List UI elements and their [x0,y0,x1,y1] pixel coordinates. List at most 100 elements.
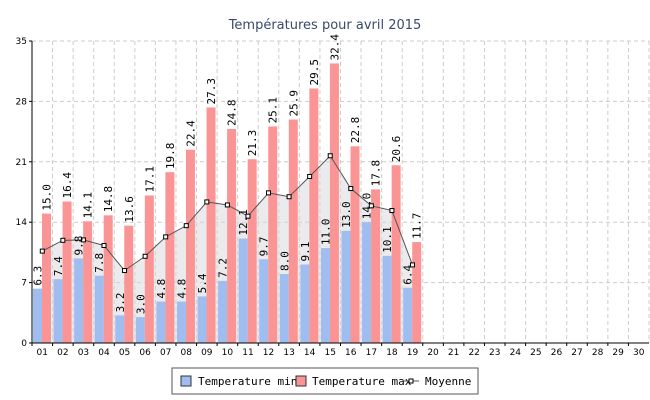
bar-min [320,248,330,343]
label-max: 29.5 [308,59,321,86]
bar-max [124,225,134,343]
x-tick-label: 02 [57,348,68,358]
label-max: 24.8 [226,100,239,127]
legend-label-min: Temperature min [198,375,297,388]
bar-max [206,107,216,343]
moyenne-point [224,202,230,208]
bar-max [227,129,237,343]
x-tick-label: 28 [592,348,604,358]
moyenne-point [307,173,313,179]
bar-max [62,201,72,343]
y-tick-label: 35 [16,37,27,47]
bar-max [144,195,154,343]
label-max: 32.4 [328,34,341,61]
legend-label-max: Temperature max [312,375,412,388]
bar-max [329,63,339,343]
bar-min [115,315,125,343]
x-tick-label: 22 [468,348,479,358]
label-min: 11.0 [319,219,332,246]
moyenne-point [80,237,86,243]
moyenne-point [122,268,128,274]
bar-max [247,159,257,343]
label-min: 3.2 [114,293,127,313]
label-max: 16.4 [61,172,74,199]
x-tick-label: 16 [345,348,357,358]
bar-max [103,215,113,343]
bar-max [412,242,422,343]
label-min: 6.3 [32,266,45,286]
label-max: 14.8 [102,186,115,213]
label-max: 13.6 [123,196,136,223]
moyenne-point [409,262,415,268]
x-tick-label: 10 [222,348,234,358]
moyenne-point [245,213,251,219]
bar-max [185,149,195,343]
y-tick-label: 28 [16,97,28,107]
label-max: 22.4 [184,120,197,147]
x-tick-label: 24 [510,348,522,358]
bar-max [83,221,93,343]
x-tick-label: 05 [119,348,130,358]
label-max: 11.7 [411,213,424,240]
x-tick-label: 12 [263,348,274,358]
bar-min [382,255,392,343]
label-min: 7.8 [93,253,106,273]
x-tick-label: 21 [448,348,459,358]
label-max: 27.3 [205,78,218,105]
bar-min [259,259,269,343]
label-min: 12.1 [237,209,250,236]
bar-min [74,258,84,343]
label-min: 6.4 [402,265,415,285]
moyenne-point [368,203,374,209]
bar-max [288,119,298,344]
x-tick-label: 26 [551,348,563,358]
x-tick-label: 03 [78,348,89,358]
bar-min [403,287,413,343]
moyenne-point [266,190,272,196]
bar-max [309,88,319,343]
label-min: 9.8 [73,236,86,256]
moyenne-point [60,237,66,243]
label-min: 4.8 [175,279,188,299]
x-tick-label: 27 [571,348,582,358]
label-min: 5.4 [196,273,209,293]
bar-max [268,126,278,344]
x-tick-label: 19 [407,348,419,358]
moyenne-point [327,153,333,159]
bar-min [156,301,166,343]
x-tick-label: 11 [242,348,253,358]
bar-min [218,280,228,343]
bar-min [33,288,42,343]
x-tick-label: 25 [530,348,541,358]
bar-min [176,301,186,343]
bar-min [53,279,63,343]
label-min: 14.0 [361,193,374,220]
label-min: 4.8 [155,279,168,299]
moyenne-point [389,208,395,214]
bar-min [238,238,248,343]
x-tick-label: 08 [181,348,193,358]
y-tick-label: 14 [16,218,28,228]
bar-min [300,264,310,343]
label-max: 21.3 [246,130,259,157]
x-tick-label: 04 [98,348,110,358]
y-tick-label: 7 [21,279,27,289]
x-tick-label: 17 [366,348,377,358]
chart-title: Températures pour avril 2015 [228,18,422,33]
label-max: 15.0 [41,184,54,211]
moyenne-point [286,194,292,200]
bar-min [135,317,145,343]
label-min: 13.0 [340,201,353,228]
bar-min [197,296,207,343]
label-min: 8.0 [278,251,291,271]
x-tick-label: 20 [427,348,439,358]
label-max: 20.6 [390,136,403,163]
legend: Temperature min Temperature max Moyenne [171,367,479,395]
y-tick-label: 0 [21,339,27,349]
legend-label-moyenne: Moyenne [425,375,471,388]
moyenne-point [204,199,210,205]
bar-max [391,165,401,343]
moyenne-point [163,234,169,240]
label-min: 9.7 [258,236,271,256]
